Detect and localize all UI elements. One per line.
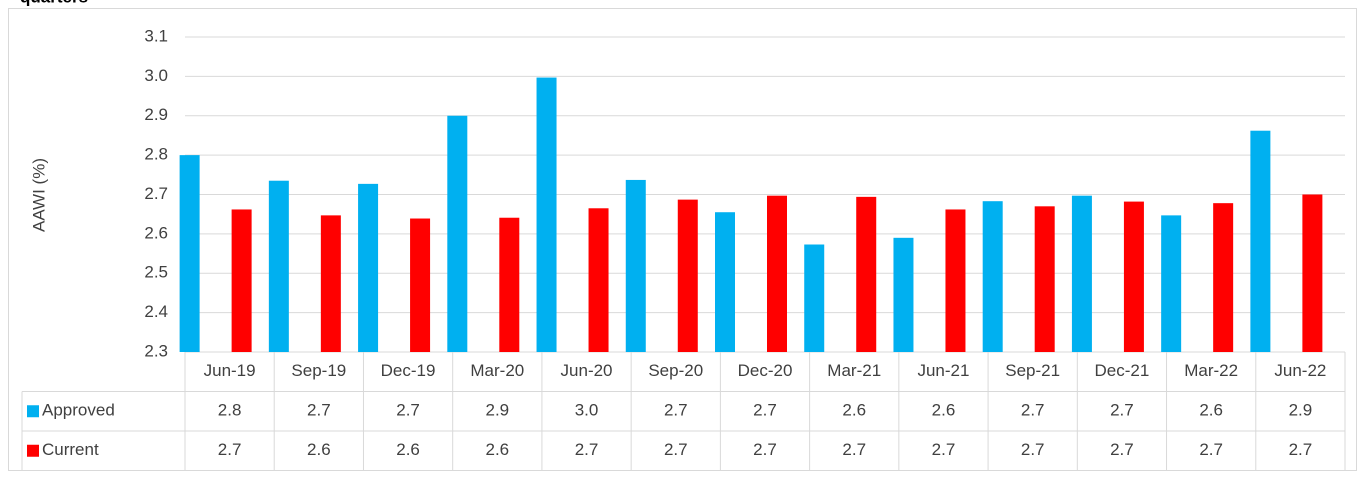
table-value: 2.6 [307,440,331,459]
table-value: 2.7 [396,401,420,420]
bar [945,209,966,352]
x-tick-label: Jun-19 [204,361,256,380]
bar [499,217,520,352]
bar [320,215,341,352]
table-value: 2.6 [396,440,420,459]
y-tick-label: 2.8 [144,145,168,164]
legend-label: Current [42,440,99,459]
y-tick-label: 2.4 [144,302,168,321]
table-value: 2.7 [1289,440,1313,459]
table-value: 2.6 [1199,401,1223,420]
legend-key [27,444,39,457]
bar [179,155,200,352]
x-tick-label: Mar-22 [1184,361,1238,380]
x-tick-label: Jun-20 [561,361,613,380]
table-value: 2.7 [1021,401,1045,420]
table-value: 2.7 [1199,440,1223,459]
bar [1250,130,1271,352]
table-value: 2.7 [753,401,777,420]
table-value: 2.7 [932,440,956,459]
bar [1071,195,1092,352]
x-tick-label: Jun-21 [917,361,969,380]
table-value: 2.6 [485,440,509,459]
table-value: 2.7 [218,440,242,459]
y-tick-label: 3.1 [144,26,168,45]
bar [982,201,1003,352]
bar [268,180,289,352]
x-tick-label: Mar-20 [470,361,524,380]
table-value: 3.0 [575,401,599,420]
table-value: 2.7 [842,440,866,459]
x-tick-label: Dec-19 [381,361,436,380]
table-value: 2.9 [485,401,509,420]
y-axis-label: AAWI (%) [29,158,48,232]
bar [1034,206,1055,352]
x-tick-label: Sep-20 [648,361,703,380]
bar [856,196,877,352]
y-tick-label: 2.5 [144,263,168,282]
table-value: 2.7 [664,440,688,459]
x-tick-label: Sep-19 [291,361,346,380]
bar [1123,201,1144,352]
x-tick-label: Jun-22 [1274,361,1326,380]
x-tick-label: Dec-21 [1095,361,1150,380]
bar [447,115,468,352]
bar [677,199,698,352]
table-value: 2.7 [1110,440,1134,459]
x-tick-label: Mar-21 [827,361,881,380]
bar [767,195,787,352]
bar [804,244,825,352]
table-value: 2.7 [1110,401,1134,420]
y-tick-label: 3.0 [144,66,168,85]
bar [893,237,914,352]
table-value: 2.7 [753,440,777,459]
y-tick-label: 2.6 [144,223,168,242]
bar [625,179,646,352]
bar [536,77,557,353]
bar [715,212,735,352]
bar [1302,194,1323,352]
table-value: 2.6 [842,401,866,420]
bar [588,208,609,352]
chart-title: quarters [20,0,88,6]
table-value: 2.7 [1021,440,1045,459]
bar [231,209,252,352]
bar [358,183,379,352]
y-tick-label: 2.9 [144,105,168,124]
table-value: 2.7 [664,401,688,420]
x-tick-label: Sep-21 [1005,361,1060,380]
table-value: 2.7 [307,401,331,420]
table-value: 2.6 [932,401,956,420]
bar [1161,215,1182,352]
legend-label: Approved [42,401,115,420]
table-value: 2.8 [218,401,242,420]
x-tick-label: Dec-20 [738,361,793,380]
bar [1213,203,1234,352]
y-tick-label: 2.3 [144,341,168,360]
bar [410,218,431,352]
table-value: 2.7 [575,440,599,459]
y-tick-label: 2.7 [144,184,168,203]
table-value: 2.9 [1289,401,1313,420]
legend-key [27,405,39,418]
